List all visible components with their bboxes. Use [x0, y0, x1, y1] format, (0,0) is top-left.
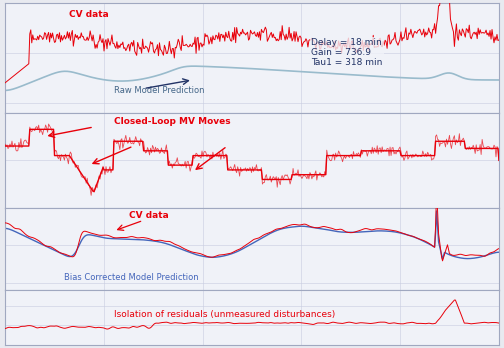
Text: Bias Corrected Model Prediction: Bias Corrected Model Prediction [65, 273, 199, 282]
Text: Delay = 18 min
Gain = 736.9
Tau1 = 318 min: Delay = 18 min Gain = 736.9 Tau1 = 318 m… [311, 38, 383, 68]
Text: Closed-Loop MV Moves: Closed-Loop MV Moves [114, 117, 230, 126]
Text: Raw Model Prediction: Raw Model Prediction [114, 86, 204, 95]
Text: Isolation of residuals (unmeasured disturbances): Isolation of residuals (unmeasured distu… [114, 310, 335, 319]
Text: CV data: CV data [69, 10, 109, 18]
Text: CV data: CV data [129, 211, 168, 220]
